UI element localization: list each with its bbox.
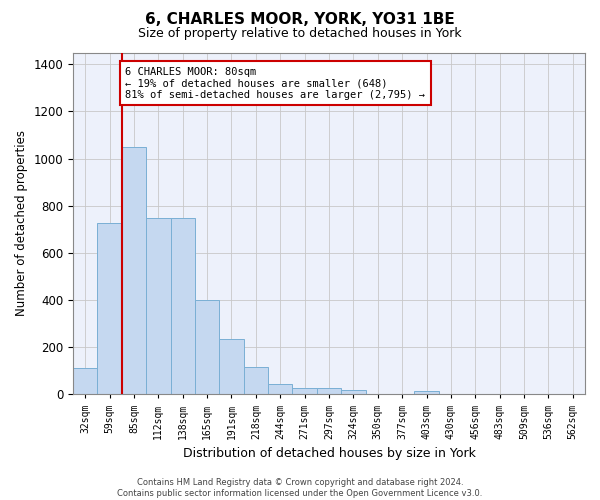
Bar (170, 218, 195, 394)
Text: Contains HM Land Registry data © Crown copyright and database right 2024.
Contai: Contains HM Land Registry data © Crown c… (118, 478, 482, 498)
Bar (195, 300, 220, 394)
Bar (292, 388, 317, 394)
Bar (73, 368, 97, 394)
Bar (97, 224, 122, 394)
Bar (415, 391, 439, 394)
Bar (122, 147, 146, 394)
Bar (341, 390, 365, 394)
Text: Size of property relative to detached houses in York: Size of property relative to detached ho… (138, 28, 462, 40)
Bar (317, 388, 341, 394)
Bar (268, 384, 292, 394)
X-axis label: Distribution of detached houses by size in York: Distribution of detached houses by size … (182, 447, 475, 460)
Y-axis label: Number of detached properties: Number of detached properties (15, 130, 28, 316)
Bar (146, 218, 170, 394)
Text: 6, CHARLES MOOR, YORK, YO31 1BE: 6, CHARLES MOOR, YORK, YO31 1BE (145, 12, 455, 28)
Bar (220, 339, 244, 394)
Text: 6 CHARLES MOOR: 80sqm
← 19% of detached houses are smaller (648)
81% of semi-det: 6 CHARLES MOOR: 80sqm ← 19% of detached … (125, 66, 425, 100)
Bar (244, 368, 268, 394)
